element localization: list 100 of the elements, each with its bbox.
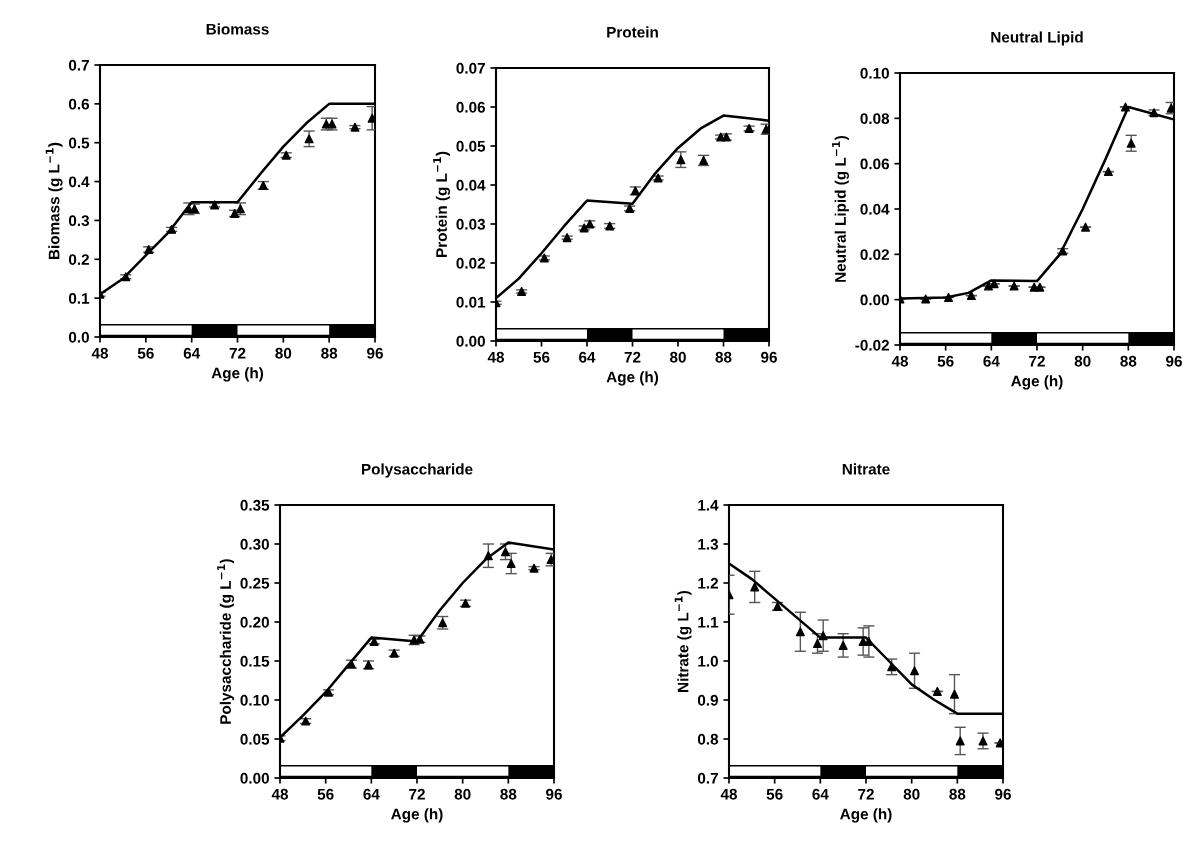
- point: [304, 134, 314, 144]
- x-tick-label: 72: [1029, 355, 1045, 367]
- x-tick-label: 80: [1074, 355, 1091, 367]
- chart-title: Protein: [607, 26, 658, 38]
- point: [983, 281, 993, 291]
- y-tick-label: 0.15: [240, 655, 270, 667]
- y-tick-label: 1.0: [698, 655, 718, 667]
- y-tick-label: 0.25: [240, 577, 270, 589]
- x-tick-label: 88: [500, 788, 517, 800]
- x-tick-label: 96: [1166, 355, 1182, 367]
- point: [955, 736, 965, 746]
- x-tick-label: 64: [812, 788, 829, 800]
- x-tick-label: 96: [546, 788, 562, 800]
- point: [812, 638, 822, 648]
- y-tick-label: 0.8: [697, 733, 719, 745]
- y-tick-label: 0.7: [68, 59, 89, 71]
- y-tick-label: 1.1: [698, 617, 719, 628]
- y-axis-title: Neutral Lipid (g L$^{−1}$): [832, 135, 849, 282]
- y-tick-label: 0.02: [456, 257, 485, 269]
- y-tick-label: 0.06: [456, 101, 486, 113]
- y-tick-label: 0.10: [240, 694, 269, 706]
- x-tick-label: 96: [367, 347, 383, 359]
- y-axis-title: Biomass (g L$^{−1}$): [45, 142, 63, 260]
- y-tick-label: 0.05: [240, 733, 270, 745]
- y-axis-title: Nitrate (g L$^{−1}$): [674, 590, 692, 692]
- x-tick-label: 48: [271, 788, 289, 800]
- x-tick-label: 88: [715, 351, 732, 363]
- x-axis-title: Age (h): [606, 371, 659, 386]
- y-tick-label: 0.20: [240, 616, 269, 628]
- y-tick-label: 0.9: [697, 694, 719, 706]
- point: [838, 640, 848, 650]
- point: [910, 666, 920, 676]
- y-tick-label: 0.04: [860, 203, 890, 215]
- x-tick-label: 80: [275, 347, 292, 359]
- point: [750, 582, 760, 592]
- x-tick-label: 72: [858, 788, 874, 800]
- point: [506, 559, 516, 568]
- x-tick-label: 88: [949, 788, 966, 800]
- point: [1009, 281, 1019, 291]
- x-axis-title: Age (h): [840, 808, 892, 823]
- x-tick-label: 56: [937, 355, 954, 367]
- point: [500, 547, 510, 557]
- y-tick-label: 0.07: [456, 62, 485, 74]
- y-tick-label: 0.5: [68, 137, 90, 149]
- point: [995, 738, 1003, 748]
- point: [932, 686, 942, 696]
- x-tick-label: 88: [321, 347, 338, 359]
- y-tick-label: 0.2: [68, 254, 89, 265]
- x-axis-title: Age (h): [1011, 375, 1063, 390]
- x-tick-label: 56: [137, 347, 154, 359]
- y-tick-label: 0.4: [68, 176, 90, 188]
- y-tick-label: 0.0: [68, 331, 89, 343]
- y-tick-label: 0.06: [860, 158, 890, 170]
- x-tick-label: 72: [229, 347, 246, 359]
- x-tick-label: 80: [454, 788, 471, 800]
- point: [1035, 282, 1045, 292]
- y-tick-label: 0.7: [697, 772, 718, 784]
- y-tick-label: 0.1: [68, 293, 90, 304]
- y-tick-label: 0.03: [456, 218, 486, 230]
- chart-title: Biomass: [206, 23, 269, 35]
- x-tick-label: 80: [669, 351, 686, 363]
- x-tick-label: 64: [183, 347, 201, 359]
- y-tick-label: 0.35: [240, 499, 270, 511]
- y-tick-label: -0.02: [855, 339, 889, 351]
- point: [517, 286, 527, 296]
- point: [795, 627, 805, 637]
- x-axis-title: Age (h): [391, 808, 443, 823]
- y-tick-label: 0.30: [240, 538, 269, 550]
- y-tick-label: 0.08: [860, 113, 890, 125]
- y-tick-label: 0.01: [456, 296, 486, 308]
- y-tick-label: 1.3: [698, 538, 719, 550]
- y-tick-label: 0.00: [860, 294, 889, 306]
- x-tick-label: 48: [91, 347, 109, 359]
- x-tick-label: 64: [579, 351, 596, 363]
- x-tick-label: 48: [720, 788, 738, 800]
- x-tick-label: 88: [1120, 355, 1137, 367]
- point: [367, 113, 375, 123]
- x-tick-label: 72: [409, 788, 425, 800]
- x-tick-label: 64: [363, 788, 380, 800]
- y-tick-label: 0.00: [456, 335, 485, 347]
- x-tick-label: 56: [766, 788, 783, 800]
- y-axis-title: Protein (g L$^{−1}$): [433, 151, 451, 257]
- x-tick-label: 72: [624, 351, 641, 363]
- point: [676, 155, 686, 165]
- point: [949, 689, 959, 699]
- chart-title: Neutral Lipid: [991, 31, 1083, 46]
- y-tick-label: 0.00: [240, 772, 269, 784]
- y-tick-label: 0.6: [68, 98, 90, 110]
- y-tick-label: 0.04: [456, 179, 486, 191]
- x-tick-label: 80: [903, 788, 920, 800]
- x-tick-label: 56: [533, 351, 550, 363]
- y-tick-label: 0.05: [456, 140, 486, 152]
- point: [966, 291, 976, 301]
- x-tick-label: 64: [983, 355, 1000, 367]
- x-tick-label: 96: [761, 351, 777, 363]
- x-tick-label: 48: [891, 355, 909, 367]
- y-tick-label: 1.4: [698, 500, 719, 511]
- point: [562, 233, 572, 243]
- point: [1103, 167, 1113, 177]
- point: [1081, 222, 1091, 232]
